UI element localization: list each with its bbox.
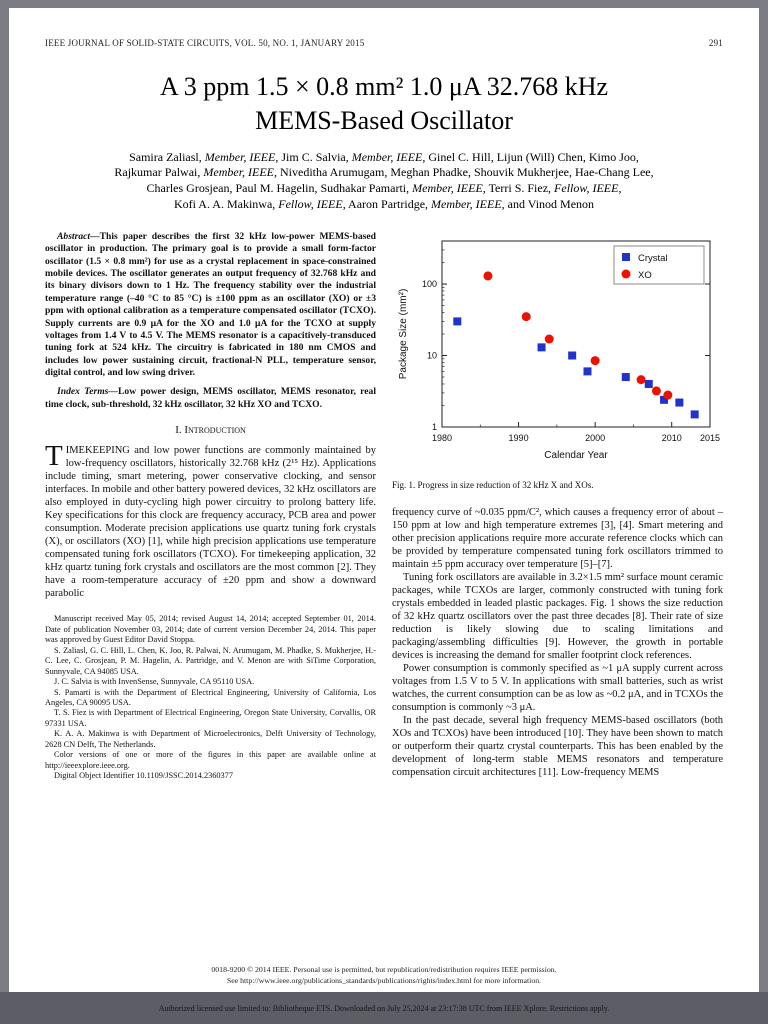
left-column: Abstract—This paper describes the first … <box>45 231 376 782</box>
paper-title-line2: MEMS-Based Oscillator <box>255 105 513 135</box>
svg-text:Package Size (mm²): Package Size (mm²) <box>398 289 409 380</box>
footnote-paragraph: S. Pamarti is with the Department of Ele… <box>45 687 376 707</box>
svg-text:100: 100 <box>422 279 437 289</box>
body-paragraph: Power consumption is commonly specified … <box>392 663 724 714</box>
figure-1: 1 10 100 1980 1990 2000 2010 2015 Crystal XO Packa… <box>392 231 723 490</box>
introduction-paragraph: T IMEKEEPING and low power functions are … <box>45 440 376 600</box>
author-list: Samira Zaliasl, Member, IEEE, Jim C. Sal… <box>45 150 723 213</box>
footnote-paragraph: K. A. A. Makinwa is with Department of M… <box>45 729 376 749</box>
author-line: Kofi A. A. Makinwa, Fellow, IEEE, Aaron … <box>173 197 595 212</box>
figure-1-caption: Fig. 1. Progress in size reduction of 32… <box>392 479 594 490</box>
author-line: Rajkumar Palwai, Member, IEEE, Niveditha… <box>114 165 654 180</box>
abstract-label: Abstract— <box>57 230 100 242</box>
intro-lead-word: IMEKEEPING <box>65 445 130 457</box>
right-column: 1 10 100 1980 1990 2000 2010 2015 Crystal XO Packa… <box>392 231 723 782</box>
svg-text:2000: 2000 <box>585 433 605 443</box>
index-terms: Index Terms—Low power design, MEMS oscil… <box>45 386 376 411</box>
svg-text:10: 10 <box>427 350 437 360</box>
footnote-paragraph: Color versions of one or more of the fig… <box>45 750 376 770</box>
abstract: Abstract—This paper describes the first … <box>45 231 376 380</box>
author-line: Samira Zaliasl, Member, IEEE, Jim C. Sal… <box>129 149 639 164</box>
page-footer: 0018-9200 © 2014 IEEE. Personal use is p… <box>9 964 759 987</box>
svg-text:2010: 2010 <box>662 433 682 443</box>
paper-title: A 3 ppm 1.5 × 0.8 mm² 1.0 μA 32.768 kHz … <box>45 70 723 138</box>
footnote-doi: Digital Object Identifier 10.1109/JSSC.2… <box>54 771 233 781</box>
svg-text:2015: 2015 <box>700 433 720 443</box>
author-line: Charles Grosjean, Paul M. Hagelin, Sudha… <box>146 181 622 196</box>
svg-text:1: 1 <box>432 422 437 432</box>
license-bar: Authorized licensed use limited to: Bibl… <box>0 992 768 1024</box>
copyright-line: 0018-9200 © 2014 IEEE. Personal use is p… <box>211 964 557 974</box>
footnote-paragraph: Manuscript received May 05, 2014; revise… <box>45 614 376 645</box>
footnote-block: Manuscript received May 05, 2014; revise… <box>45 614 376 781</box>
index-terms-text: Low power design, MEMS oscillator, MEMS … <box>45 386 376 410</box>
journal-title: IEEE JOURNAL OF SOLID-STATE CIRCUITS, VO… <box>45 38 365 48</box>
svg-text:Calendar Year: Calendar Year <box>544 450 608 461</box>
rights-url-line: See http://www.ieee.org/publications_sta… <box>226 976 542 986</box>
svg-text:XO: XO <box>638 270 652 281</box>
svg-text:1990: 1990 <box>509 433 529 443</box>
svg-text:1980: 1980 <box>432 433 452 443</box>
page-number: 291 <box>708 38 723 48</box>
footnote-paragraph: S. Zaliasl, G. C. Hill, L. Chen, K. Joo,… <box>45 645 376 676</box>
footnote-paragraph: J. C. Salvia is with InvenSense, Sunnyva… <box>54 677 255 687</box>
intro-text: and low power functions are commonly mai… <box>45 445 376 600</box>
abstract-text: This paper describes the first 32 kHz lo… <box>45 230 376 379</box>
footnote-paragraph: T. S. Fiez is with Department of Electri… <box>45 708 376 728</box>
body-paragraph: frequency curve of ~0.035 ppm/C², which … <box>392 506 723 570</box>
paper-page: IEEE JOURNAL OF SOLID-STATE CIRCUITS, VO… <box>9 8 759 992</box>
two-column-body: Abstract—This paper describes the first … <box>45 231 723 782</box>
dropcap-t: T <box>45 440 63 473</box>
right-column-text: frequency curve of ~0.035 ppm/C², which … <box>392 506 723 779</box>
license-text: Authorized licensed use limited to: Bibl… <box>158 1003 610 1013</box>
paper-title-line1: A 3 ppm 1.5 × 0.8 mm² 1.0 μA 32.768 kHz <box>159 72 609 101</box>
body-paragraph: Tuning fork oscillators are available in… <box>392 571 723 662</box>
journal-header: IEEE JOURNAL OF SOLID-STATE CIRCUITS, VO… <box>45 38 723 48</box>
svg-text:Crystal: Crystal <box>638 253 668 264</box>
body-paragraph: In the past decade, several high frequen… <box>392 715 723 779</box>
index-terms-label: Index Terms— <box>57 386 119 398</box>
figure-1-chart: 1 10 100 1980 1990 2000 2010 2015 Crystal XO Packa… <box>398 240 720 461</box>
section-heading-introduction: I. Introduction <box>175 424 246 437</box>
